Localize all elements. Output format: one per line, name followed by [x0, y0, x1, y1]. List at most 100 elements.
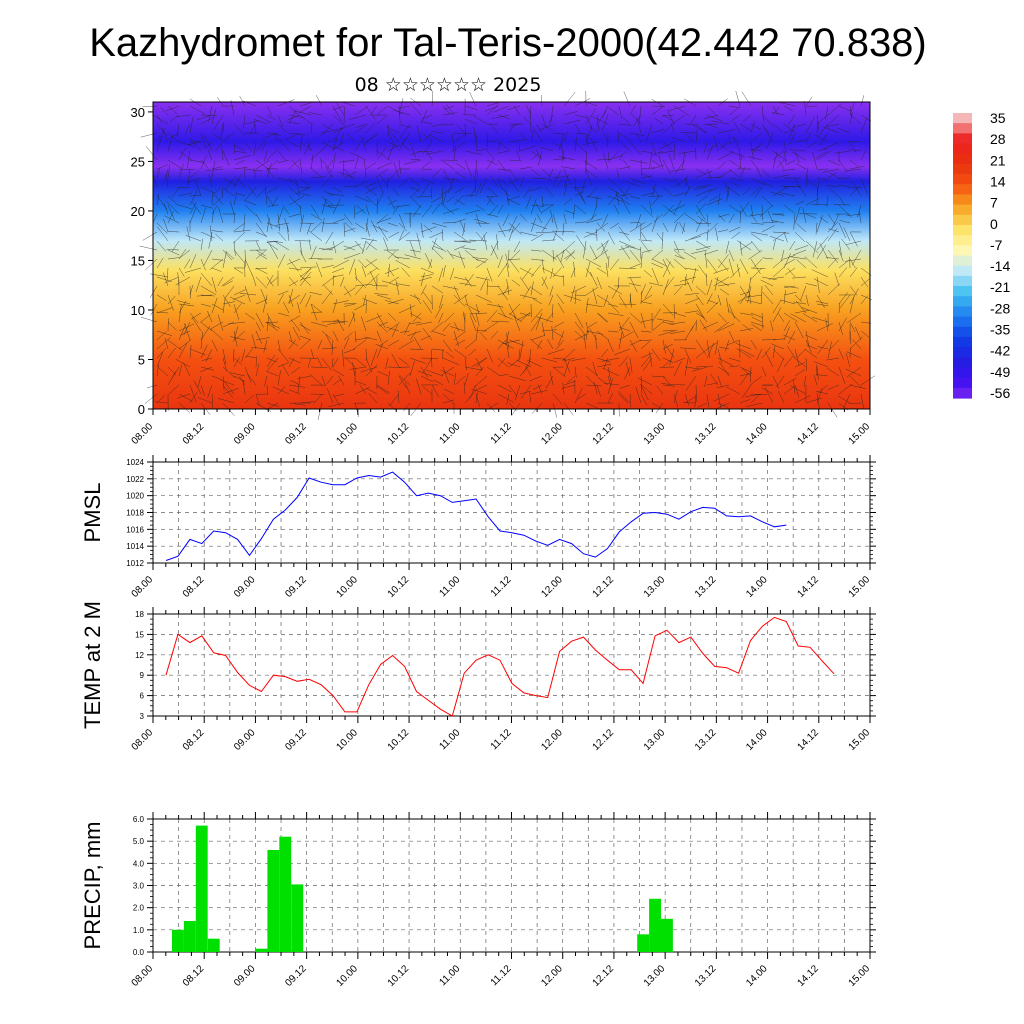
wind-barb	[741, 384, 752, 399]
wind-barb	[475, 294, 492, 303]
wind-barb	[167, 164, 171, 179]
wind-barb	[189, 207, 197, 224]
y-tick-label: 15	[135, 630, 144, 639]
x-tick-label: 11.00	[437, 574, 462, 599]
wind-barb	[376, 162, 392, 170]
wind-barb	[343, 243, 361, 251]
wind-barb	[706, 123, 719, 129]
wind-barb	[420, 366, 429, 378]
wind-barb	[399, 375, 411, 386]
wind-barb	[761, 276, 777, 281]
wind-barb	[761, 221, 778, 224]
wind-barb	[475, 366, 484, 377]
wind-barb	[605, 262, 609, 278]
wind-barb	[211, 210, 214, 224]
wind-barb	[332, 330, 339, 342]
wind-barb	[507, 177, 521, 184]
wind-barb	[332, 105, 345, 111]
wind-barb	[651, 128, 664, 134]
wind-barb	[453, 132, 468, 143]
wind-barb	[468, 348, 477, 356]
wind-barb	[388, 231, 400, 239]
wind-barb	[772, 106, 780, 116]
colorbar-label: 0	[990, 216, 998, 232]
wind-barb	[185, 235, 202, 242]
wind-barb	[412, 312, 422, 323]
wind-barb	[735, 90, 741, 107]
wind-barb	[658, 150, 675, 154]
wind-barb	[629, 339, 642, 346]
wind-barb	[358, 259, 367, 269]
wind-barb	[673, 258, 687, 271]
wind-barb	[255, 114, 272, 124]
wind-barb	[338, 375, 345, 386]
wind-barb	[442, 366, 450, 384]
wind-barb	[651, 402, 661, 409]
wind-barb	[574, 123, 581, 133]
wind-barb	[629, 321, 639, 339]
wind-barb	[464, 123, 466, 139]
wind-barb	[473, 218, 488, 224]
wind-barb	[289, 389, 301, 395]
wind-barb	[438, 267, 444, 282]
colorbar-label: -56	[990, 385, 1010, 401]
wind-barb	[211, 230, 224, 233]
y-tick-label: 3	[140, 712, 145, 721]
wind-barb	[269, 243, 279, 260]
wind-barb	[706, 342, 715, 359]
wind-barb	[583, 334, 587, 350]
wind-barb	[673, 105, 690, 116]
wind-barb	[416, 378, 422, 395]
wind-barb	[651, 308, 661, 323]
wind-barb	[849, 288, 859, 305]
wind-barb	[415, 321, 433, 326]
wind-barb	[535, 203, 543, 215]
y-tick-label: 3.0	[133, 882, 145, 891]
wind-barb	[189, 284, 194, 296]
wind-barb	[795, 163, 807, 170]
wind-barb	[541, 357, 558, 363]
wind-barb	[793, 379, 796, 395]
wind-barb	[610, 258, 620, 271]
wind-barb	[420, 357, 439, 359]
precip-bar	[172, 929, 184, 952]
wind-barb	[541, 123, 553, 131]
x-tick-label: 12.00	[539, 421, 565, 447]
wind-barb	[166, 267, 169, 281]
wind-barb	[343, 303, 357, 305]
wind-barb	[792, 276, 807, 279]
wind-barb	[453, 321, 460, 332]
wind-barb	[625, 245, 642, 251]
wind-barb	[189, 190, 198, 206]
wind-barb	[750, 159, 761, 172]
wind-barb	[464, 357, 467, 371]
wind-barb	[750, 240, 761, 253]
wind-barb	[431, 238, 437, 251]
wind-barb	[651, 98, 664, 107]
wind-barb	[273, 240, 290, 251]
wind-barb	[519, 363, 531, 377]
wind-barb	[458, 251, 466, 269]
wind-barb	[552, 366, 566, 377]
wind-barb	[244, 312, 255, 320]
wind-barb	[409, 141, 416, 158]
wind-barb	[244, 204, 257, 217]
wind-barb	[781, 249, 785, 262]
wind-barb	[618, 331, 623, 350]
wind-barb	[762, 291, 774, 305]
wind-barb	[651, 249, 664, 260]
wind-barb	[805, 397, 823, 404]
wind-barb	[685, 375, 697, 391]
wind-barb	[431, 203, 440, 215]
wind-barb	[783, 312, 798, 322]
wind-barb	[589, 245, 598, 260]
wind-barb	[794, 245, 809, 251]
wind-barb	[695, 184, 712, 188]
wind-barb	[695, 245, 711, 251]
wind-barb	[490, 240, 499, 256]
wind-barb	[725, 339, 730, 352]
wind-barb	[750, 149, 763, 152]
wind-barb	[365, 258, 380, 271]
wind-barb	[422, 327, 433, 341]
wind-barb	[326, 159, 334, 169]
